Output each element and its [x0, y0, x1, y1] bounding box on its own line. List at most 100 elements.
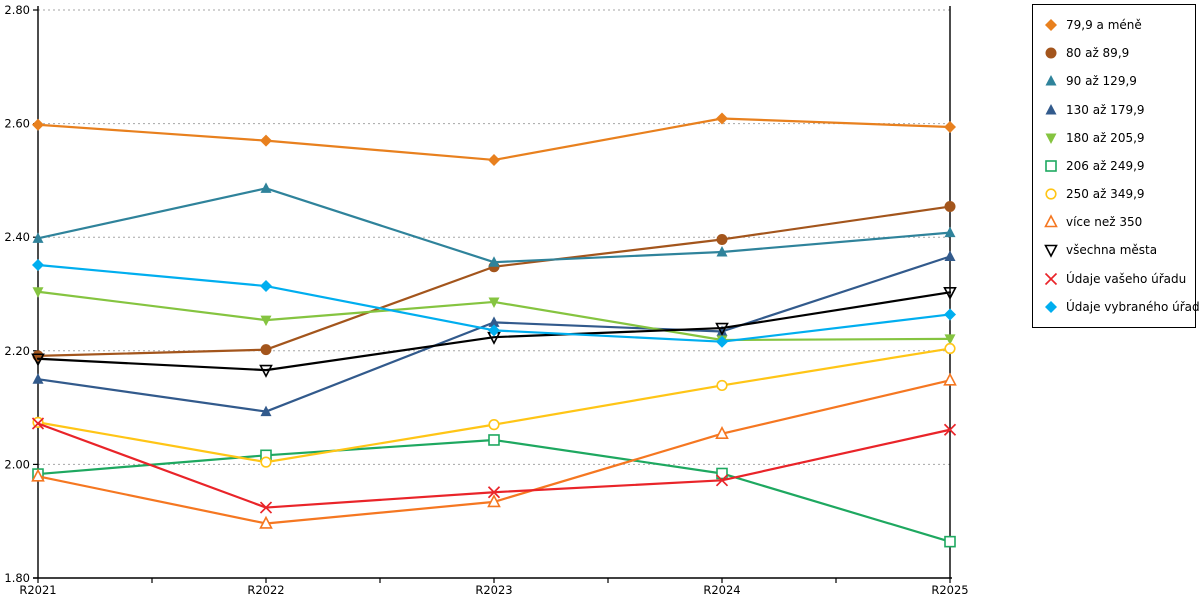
- legend-item: 79,9 a méně: [1043, 13, 1195, 37]
- data-point-marker: [488, 419, 500, 431]
- gridlines: [38, 9, 950, 465]
- data-point-marker: [32, 232, 44, 243]
- series-line: [36, 291, 952, 372]
- y-axis-labels: 2.80 2.60 2.40 2.20 2.00 1.80: [4, 3, 38, 585]
- y-tick-label: 2.00: [4, 457, 30, 471]
- data-point-marker: [32, 118, 44, 131]
- legend-item: Údaje vašeho úřadu: [1043, 267, 1195, 291]
- data-point-marker: [32, 287, 44, 298]
- data-point-marker: [260, 182, 272, 193]
- series-4: [32, 250, 956, 417]
- y-tick-label: 2.80: [4, 3, 30, 17]
- diamond-filled-icon: [1045, 300, 1057, 313]
- data-point-marker: [944, 334, 956, 345]
- data-point-marker: [31, 468, 45, 482]
- data-point-marker: [943, 372, 957, 386]
- x-tick-label: R2023: [475, 583, 512, 597]
- series-line: [36, 438, 952, 543]
- legend-item-label: 79,9 a méně: [1066, 18, 1142, 33]
- data-point-marker: [716, 467, 728, 480]
- triangle-down-open-icon: [1044, 245, 1058, 259]
- series-5: [32, 287, 956, 347]
- data-point-marker: [716, 335, 728, 348]
- x-tick-label: R2024: [703, 583, 740, 597]
- data-point-marker: [488, 324, 500, 337]
- data-point-marker: [260, 280, 272, 293]
- y-tick-label: 2.20: [4, 344, 30, 358]
- data-point-marker: [487, 494, 501, 508]
- data-point-marker: [260, 405, 272, 417]
- data-point-marker: [944, 226, 956, 238]
- legend-item: 206 až 249,9: [1043, 154, 1195, 178]
- data-point-marker: [944, 121, 956, 134]
- legend-item-label: Údaje vybraného úřadu: [1066, 299, 1200, 314]
- data-point-marker: [716, 233, 728, 245]
- data-point-marker: [260, 344, 272, 356]
- legend-item-label: 90 až 129,9: [1066, 74, 1137, 89]
- triangle-down-filled-icon: [1045, 133, 1057, 144]
- circle-open-icon: [1045, 188, 1057, 200]
- data-point-marker: [32, 373, 44, 384]
- legend-item-label: všechna města: [1066, 243, 1158, 258]
- legend-item: více než 350: [1043, 210, 1195, 234]
- y-tick-label: 1.80: [4, 571, 30, 585]
- series-8: [31, 372, 957, 529]
- legend-item-label: 250 až 349,9: [1066, 187, 1145, 202]
- legend: 79,9 a méně 80 až 89,9 90 až 129,9 130 až 1…: [1032, 4, 1200, 328]
- data-point-marker: [488, 297, 500, 308]
- data-point-marker: [31, 353, 45, 367]
- legend-item: Údaje vybraného úřadu: [1043, 295, 1200, 319]
- series-3: [32, 182, 956, 267]
- data-point-marker: [260, 456, 272, 468]
- diamond-filled-icon: [1045, 19, 1057, 32]
- series-10: [31, 417, 957, 514]
- legend-item: 250 až 349,9: [1043, 182, 1195, 206]
- data-point-marker: [715, 322, 729, 336]
- circle-filled-icon: [1045, 47, 1057, 59]
- legend-item-label: 206 až 249,9: [1066, 158, 1145, 173]
- x-tick-label: R2021: [19, 583, 56, 597]
- data-point-marker: [260, 134, 272, 147]
- legend-item-label: více než 350: [1066, 215, 1143, 230]
- legend-item: 130 až 179,9: [1043, 98, 1195, 122]
- data-point-marker: [259, 501, 273, 514]
- legend-item-label: 180 až 205,9: [1066, 130, 1145, 145]
- data-point-marker: [715, 426, 729, 440]
- series-6: [32, 434, 956, 548]
- series-1: [32, 112, 956, 166]
- data-point-marker: [944, 201, 956, 213]
- data-point-marker: [943, 286, 957, 301]
- data-point-marker: [715, 474, 729, 487]
- y-tick-label: 2.60: [4, 117, 30, 131]
- data-point-marker: [487, 486, 501, 499]
- data-point-marker: [259, 515, 273, 529]
- data-point-marker: [944, 250, 956, 262]
- data-point-marker: [716, 325, 728, 336]
- legend-item-label: 130 až 179,9: [1066, 102, 1145, 117]
- x-icon: [1044, 272, 1058, 285]
- square-open-icon: [1045, 160, 1057, 172]
- legend-item-label: 80 až 89,9: [1066, 46, 1130, 61]
- x-tick-label: R2022: [247, 583, 284, 597]
- x-axis-labels: R2021 R2022 R2023 R2024 R2025: [19, 578, 969, 597]
- data-point-marker: [944, 535, 956, 548]
- data-point-marker: [716, 245, 728, 257]
- legend-item-label: Údaje vašeho úřadu: [1066, 271, 1187, 286]
- data-point-marker: [259, 364, 273, 378]
- data-point-marker: [31, 417, 45, 430]
- data-point-marker: [488, 316, 500, 327]
- series-7: [32, 342, 956, 468]
- data-point-marker: [488, 256, 500, 267]
- y-tick-label: 2.40: [4, 230, 30, 244]
- legend-item: 180 až 205,9: [1043, 126, 1195, 150]
- data-point-marker: [32, 259, 44, 272]
- triangle-up-filled-icon: [1045, 103, 1057, 115]
- data-point-marker: [488, 153, 500, 166]
- triangle-up-open-icon: [1044, 214, 1058, 228]
- data-point-marker: [260, 315, 272, 327]
- legend-item: 80 až 89,9: [1043, 41, 1195, 65]
- legend-item: všechna města: [1043, 238, 1195, 262]
- legend-item: 90 až 129,9: [1043, 69, 1195, 93]
- data-point-marker: [716, 379, 728, 392]
